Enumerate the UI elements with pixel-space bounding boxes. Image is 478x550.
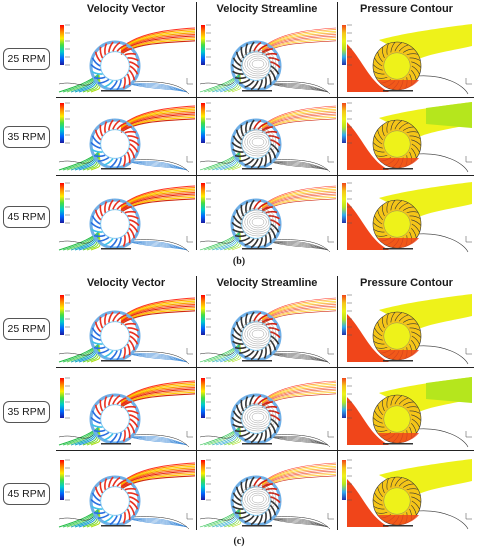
column-header: Velocity Streamline: [216, 277, 318, 289]
velocity-streamline-plot: [198, 455, 338, 531]
velocity-vector-plot: [57, 373, 197, 449]
column-divider: [196, 276, 197, 530]
turbine-runner: [230, 40, 282, 92]
pressure-contour-plot: [339, 20, 476, 96]
turbine-runner: [372, 311, 422, 361]
velocity-streamline-plot: [198, 373, 338, 449]
figure-caption: (c): [233, 536, 245, 547]
column-divider: [337, 2, 338, 250]
rpm-label: 25 RPM: [3, 48, 50, 70]
velocity-vector-plot: [57, 20, 197, 96]
pressure-colorbar: [342, 183, 346, 223]
rpm-label: 45 RPM: [3, 206, 50, 228]
column-header: Pressure Contour: [360, 277, 453, 289]
turbine-runner: [89, 393, 141, 445]
velocity-colorbar: [201, 103, 205, 143]
pressure-contour-plot: [339, 455, 476, 531]
panel-group-b: Velocity Vector Velocity Streamline Pressu…: [0, 0, 478, 270]
column-header: Pressure Contour: [360, 3, 453, 15]
velocity-streamline-plot: [198, 98, 338, 174]
rpm-label: 25 RPM: [3, 318, 50, 340]
pressure-colorbar: [342, 378, 346, 418]
velocity-colorbar: [201, 183, 205, 223]
velocity-streamline-plot: [198, 290, 338, 366]
velocity-colorbar: [60, 103, 64, 143]
pressure-contour-plot: [339, 178, 476, 254]
turbine-runner: [230, 393, 282, 445]
turbine-runner: [89, 310, 141, 362]
column-header: Velocity Vector: [86, 277, 166, 289]
velocity-vector-plot: [57, 98, 197, 174]
velocity-vector-plot: [57, 178, 197, 254]
turbine-runner: [230, 475, 282, 527]
velocity-colorbar: [201, 295, 205, 335]
velocity-vector-plot: [57, 455, 197, 531]
turbine-runner: [89, 475, 141, 527]
turbine-runner: [89, 40, 141, 92]
column-header: Velocity Vector: [86, 3, 166, 15]
rpm-label: 45 RPM: [3, 483, 50, 505]
velocity-colorbar: [201, 378, 205, 418]
row-divider: [56, 97, 474, 98]
rpm-label: 35 RPM: [3, 401, 50, 423]
pressure-colorbar: [342, 460, 346, 500]
velocity-colorbar: [201, 460, 205, 500]
velocity-streamline-plot: [198, 20, 338, 96]
velocity-colorbar: [60, 460, 64, 500]
pressure-contour-plot: [339, 98, 476, 174]
pressure-colorbar: [342, 295, 346, 335]
pressure-contour-plot: [339, 373, 476, 449]
velocity-vector-plot: [57, 290, 197, 366]
velocity-colorbar: [60, 183, 64, 223]
velocity-streamline-plot: [198, 178, 338, 254]
velocity-colorbar: [60, 378, 64, 418]
turbine-runner: [230, 198, 282, 250]
row-divider: [56, 450, 474, 451]
panel-group-c: Velocity Vector Velocity Streamline Pressu…: [0, 274, 478, 550]
pressure-contour-plot: [339, 290, 476, 366]
turbine-runner: [89, 118, 141, 170]
turbine-runner: [230, 118, 282, 170]
row-divider: [56, 367, 474, 368]
velocity-colorbar: [201, 25, 205, 65]
pressure-colorbar: [342, 25, 346, 65]
turbine-runner: [230, 310, 282, 362]
figure-caption: (b): [232, 256, 246, 267]
column-divider: [196, 2, 197, 250]
pressure-colorbar: [342, 103, 346, 143]
velocity-colorbar: [60, 25, 64, 65]
column-header: Velocity Streamline: [216, 3, 318, 15]
column-divider: [337, 276, 338, 530]
rpm-label: 35 RPM: [3, 126, 50, 148]
turbine-runner: [372, 394, 422, 444]
turbine-runner: [372, 199, 422, 249]
row-divider: [56, 175, 474, 176]
velocity-colorbar: [60, 295, 64, 335]
turbine-runner: [89, 198, 141, 250]
